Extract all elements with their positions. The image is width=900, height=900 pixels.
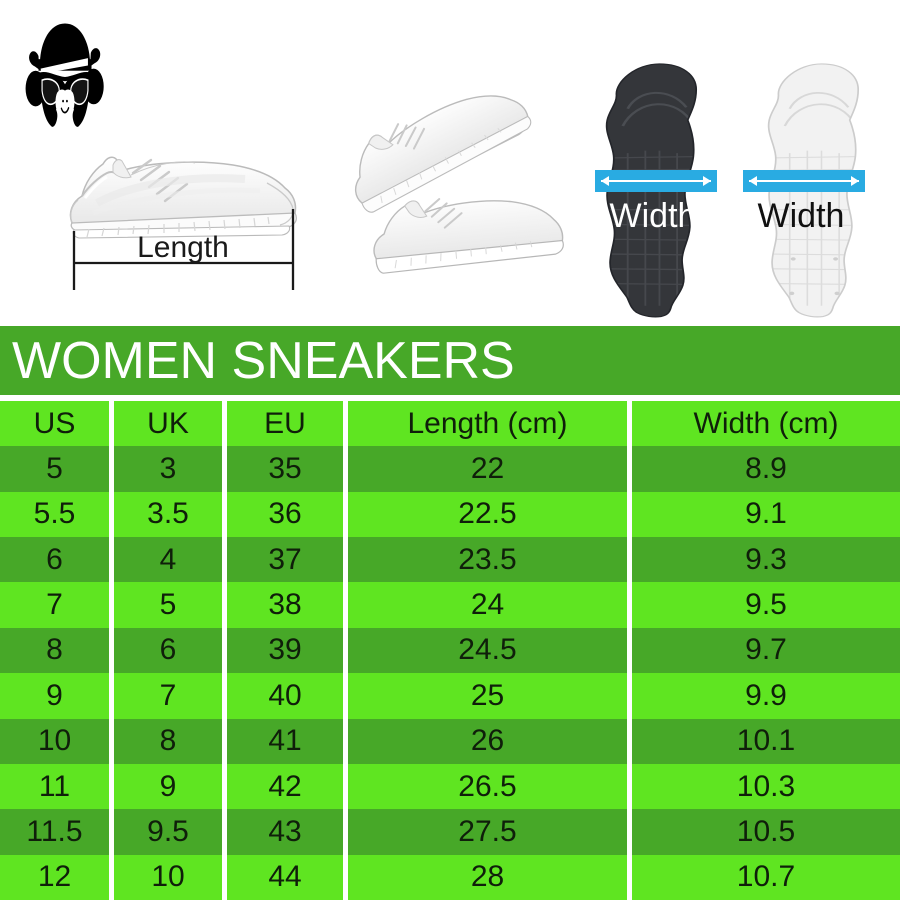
svg-text:Length: Length	[137, 231, 229, 264]
svg-text:Width: Width	[758, 197, 845, 235]
svg-text:Width: Width	[610, 197, 697, 235]
